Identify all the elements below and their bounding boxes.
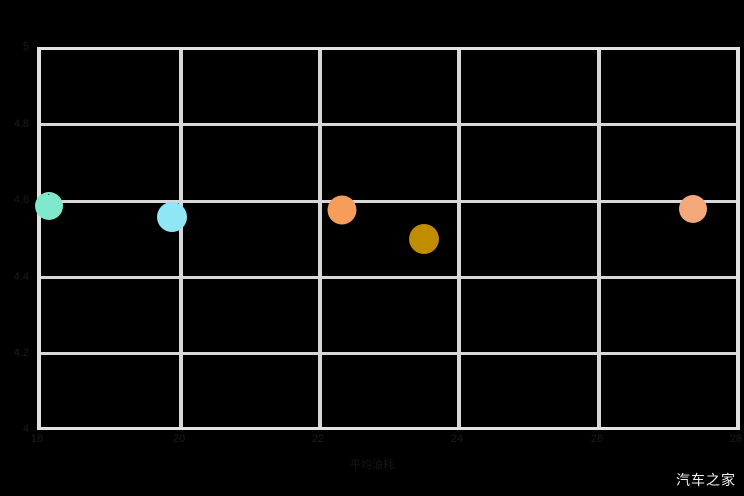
y-tick-label: 4.4 [13, 271, 29, 283]
point-annotation: · [47, 189, 51, 200]
y-tick-label: 4 [22, 423, 29, 435]
data-point-bubble[interactable] [327, 195, 357, 225]
gridline-vertical [179, 47, 183, 430]
axis-spine-top [37, 47, 740, 50]
gridline-horizontal [37, 200, 740, 203]
gridline-horizontal [37, 352, 740, 355]
y-tick-label: 4.2 [13, 347, 29, 359]
axis-spine-bottom [37, 427, 740, 430]
x-tick-label: 28 [729, 433, 743, 445]
data-point-bubble[interactable] [156, 202, 187, 233]
watermark-autohome: 汽车之家 [676, 473, 736, 489]
y-tick-label: 5 [22, 41, 29, 53]
data-point-bubble[interactable] [679, 194, 708, 223]
x-tick-label: 26 [590, 433, 604, 445]
data-point-bubble[interactable] [34, 191, 63, 220]
x-tick-label: 20 [172, 433, 186, 445]
data-point-bubble[interactable] [408, 223, 439, 254]
gridline-vertical [457, 47, 461, 430]
x-tick-label: 18 [30, 433, 44, 445]
x-axis-title: 平均油耗 [350, 459, 394, 471]
gridline-vertical [597, 47, 601, 430]
plot-area: · · · [34, 47, 740, 430]
axis-spine-right [736, 47, 740, 430]
gridline-vertical [318, 47, 322, 430]
point-annotation: · [170, 189, 174, 200]
y-tick-label: 4.8 [13, 118, 29, 130]
y-tick-label: 4.6 [13, 194, 29, 206]
gridline-horizontal [37, 123, 740, 126]
axis-spine-left [37, 47, 41, 430]
gridline-horizontal [37, 276, 740, 279]
x-tick-label: 24 [450, 433, 464, 445]
x-tick-label: 22 [311, 433, 325, 445]
point-annotation: · [340, 189, 344, 200]
